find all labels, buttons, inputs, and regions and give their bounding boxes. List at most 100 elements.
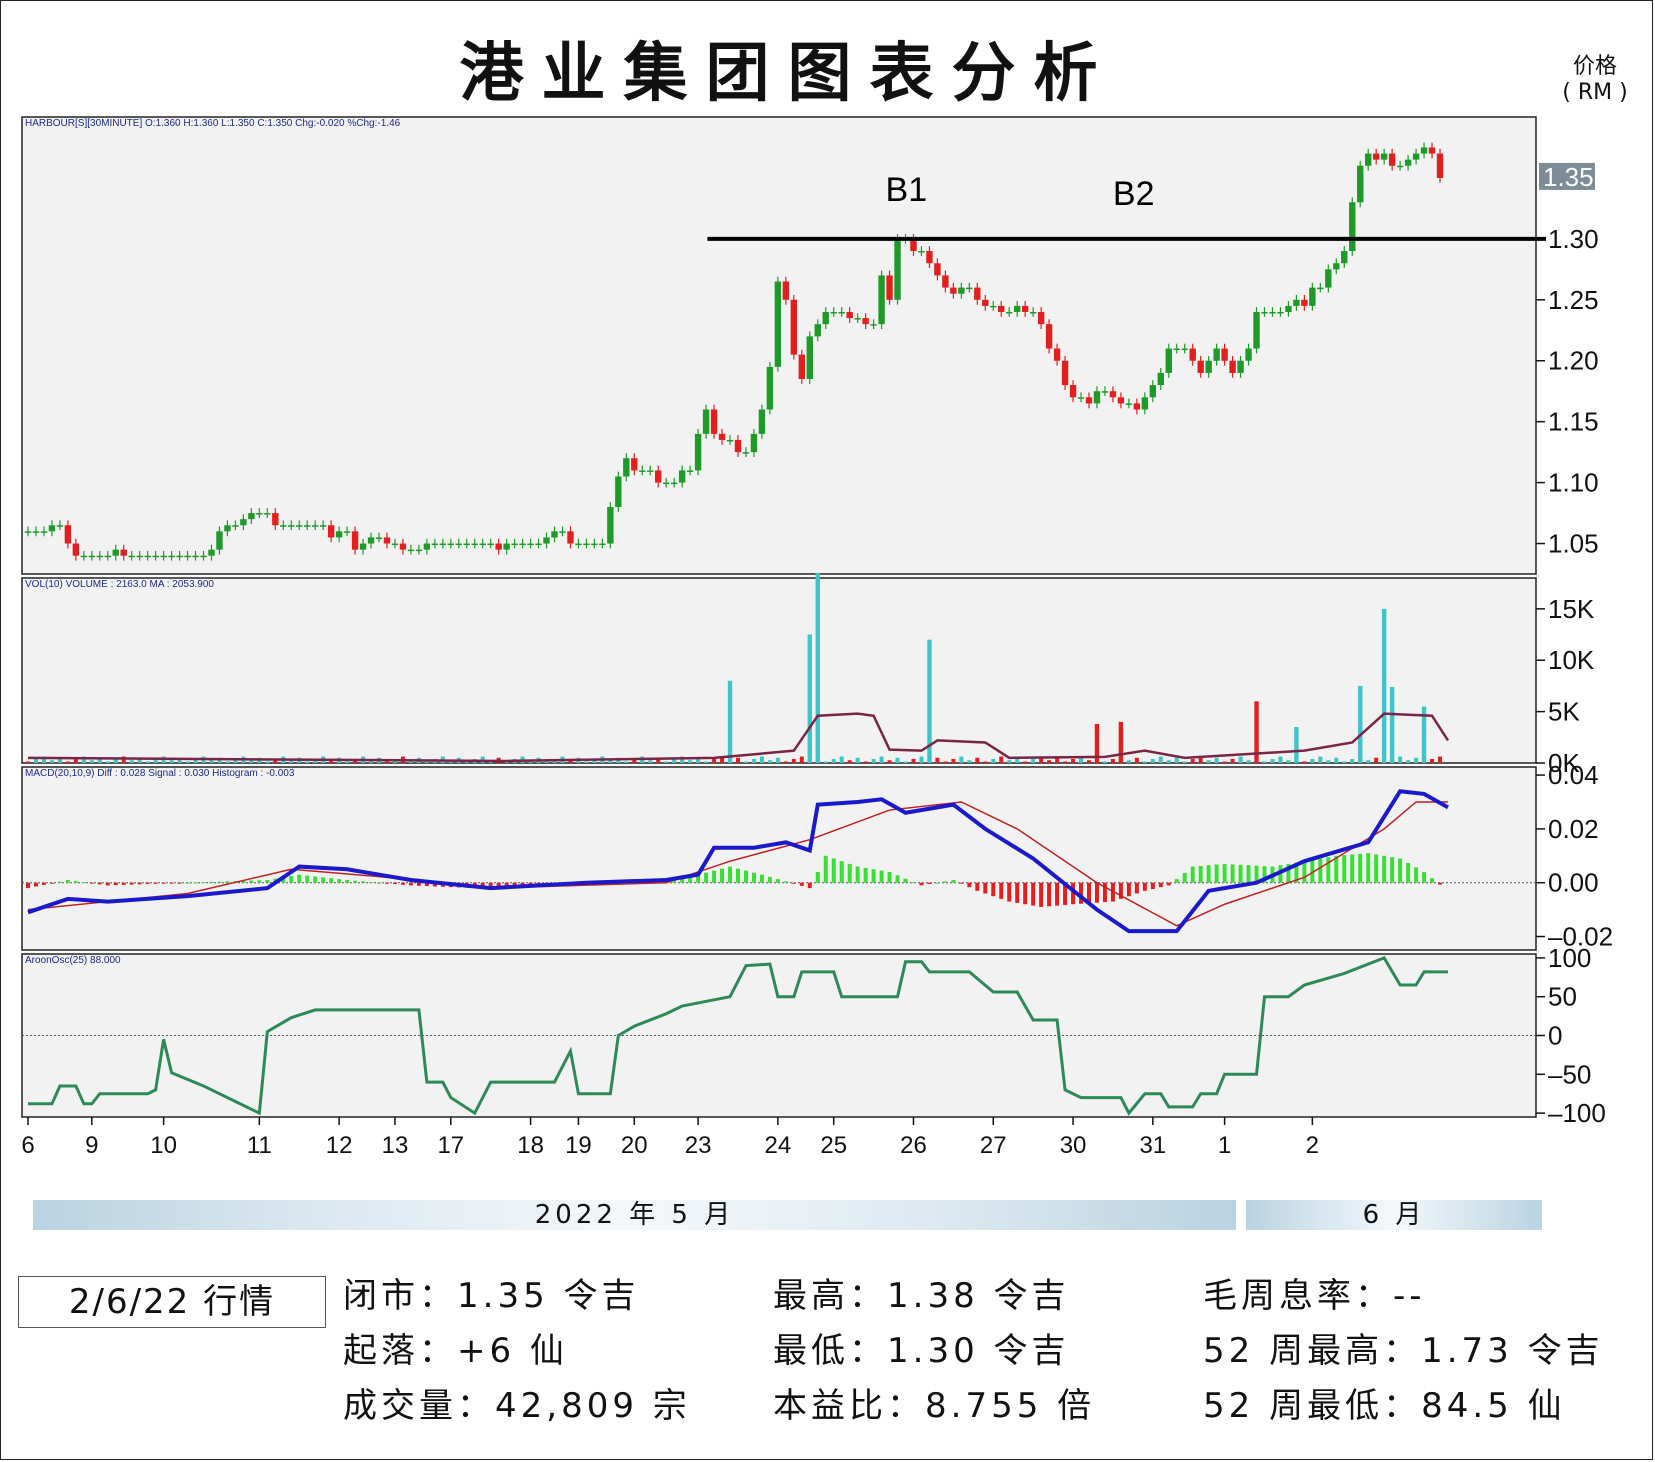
candle [846,311,853,319]
volume-ma-line [27,712,1450,763]
candle [1141,397,1149,410]
volume-bar [305,761,310,763]
macd-histogram-bar [735,868,740,883]
last-price-box [1539,162,1595,190]
macd-histogram-bar [424,882,429,887]
volume-bar [791,758,796,763]
candle [1133,403,1141,410]
macd-histogram-bar [169,882,174,884]
candle [1021,305,1029,312]
candle [256,513,263,515]
candle [200,555,207,558]
candle [176,555,183,558]
candle [750,433,758,453]
macd-histogram-bar [696,874,701,883]
candle [639,470,646,472]
change-stat: 起落：+6 仙 [343,1331,568,1371]
candle [1404,159,1412,166]
macd-histogram-bar [975,882,980,891]
candle [583,543,590,546]
macd-histogram-bar [1382,855,1387,883]
candle [327,525,335,538]
macd-histogram-bar [1182,872,1187,883]
candle [670,482,678,485]
price-unit-line1: 价格 [1572,54,1617,79]
candle [511,543,518,546]
volume-bar [153,758,158,763]
candle [1221,348,1228,361]
candle [48,525,56,532]
volume-bar [664,761,669,763]
candle [1428,147,1436,154]
candle [375,537,383,539]
macd-histogram-bar [1126,882,1131,897]
candle [56,525,64,527]
macd-histogram-bar [145,882,150,885]
candle [567,531,574,544]
month-band-may: 2022 年 5 月 [33,1200,1236,1230]
candle [647,470,654,472]
candle [280,525,287,527]
volume-bar [217,757,222,763]
candle [296,525,303,527]
candle [678,470,686,483]
candle [1101,391,1109,393]
high-52w-stat: 52 周最高：1.73 令吉 [1203,1331,1604,1371]
page-title: 港业集团图表分析 [459,37,1116,111]
volume-bar [273,758,278,763]
candle [104,555,111,558]
x-tick-label: 1 [1218,1132,1231,1159]
candle [631,458,638,471]
macd-histogram-bar [1039,882,1044,907]
x-tick-label: 27 [980,1132,1007,1159]
candle [184,555,191,558]
quote-date-box: 2/6/22 行情 [18,1276,326,1328]
macd-histogram-bar [201,882,206,884]
candle [910,238,917,252]
panel-header-price: HARBOUR[S][30MINUTE] O:1.360 H:1.360 L:1… [25,118,401,129]
macd-histogram-bar [1158,882,1163,888]
x-tick-label: 10 [150,1132,177,1159]
candle [998,305,1005,312]
candle [447,543,455,546]
volume-spike [807,634,812,763]
candle [726,439,734,442]
volume-bar [911,758,916,763]
volume-bar [991,758,996,763]
volume-bar [225,761,230,763]
macd-histogram-bar [57,881,62,883]
macd-histogram-bar [1047,882,1052,907]
macd-histogram-bar [480,882,485,888]
macd-histogram-bar [775,879,780,883]
annotation-b1: B1 [886,171,928,209]
low-stat: 最低：1.30 令吉 [773,1331,1070,1371]
candle [232,525,239,527]
volume-bar [57,757,62,763]
volume-bar [1406,760,1411,763]
macd-histogram-bar [384,882,389,884]
macd-histogram-bar [536,882,541,884]
candle [734,439,742,453]
volume-spike [1389,686,1395,763]
candle [1085,397,1093,404]
macd-histogram-bar [217,881,222,883]
macd-histogram-bar [1390,857,1395,883]
candle [128,555,135,558]
volume-bar [1238,756,1243,763]
volume-bar [1302,761,1307,763]
volume-bar [26,761,30,763]
macd-histogram-bar [1326,857,1331,883]
macd-histogram-bar [999,882,1004,899]
volume-bar [289,760,294,763]
candle [742,452,750,454]
candle [1037,311,1045,325]
volume-bar [129,760,134,763]
volume-bar [1126,760,1131,763]
macd-histogram-bar [1206,865,1211,883]
candle [1277,311,1284,314]
candle [1325,269,1332,288]
macd-histogram-bar [1422,871,1427,883]
volume-spike [1118,721,1124,763]
candle [112,549,119,556]
